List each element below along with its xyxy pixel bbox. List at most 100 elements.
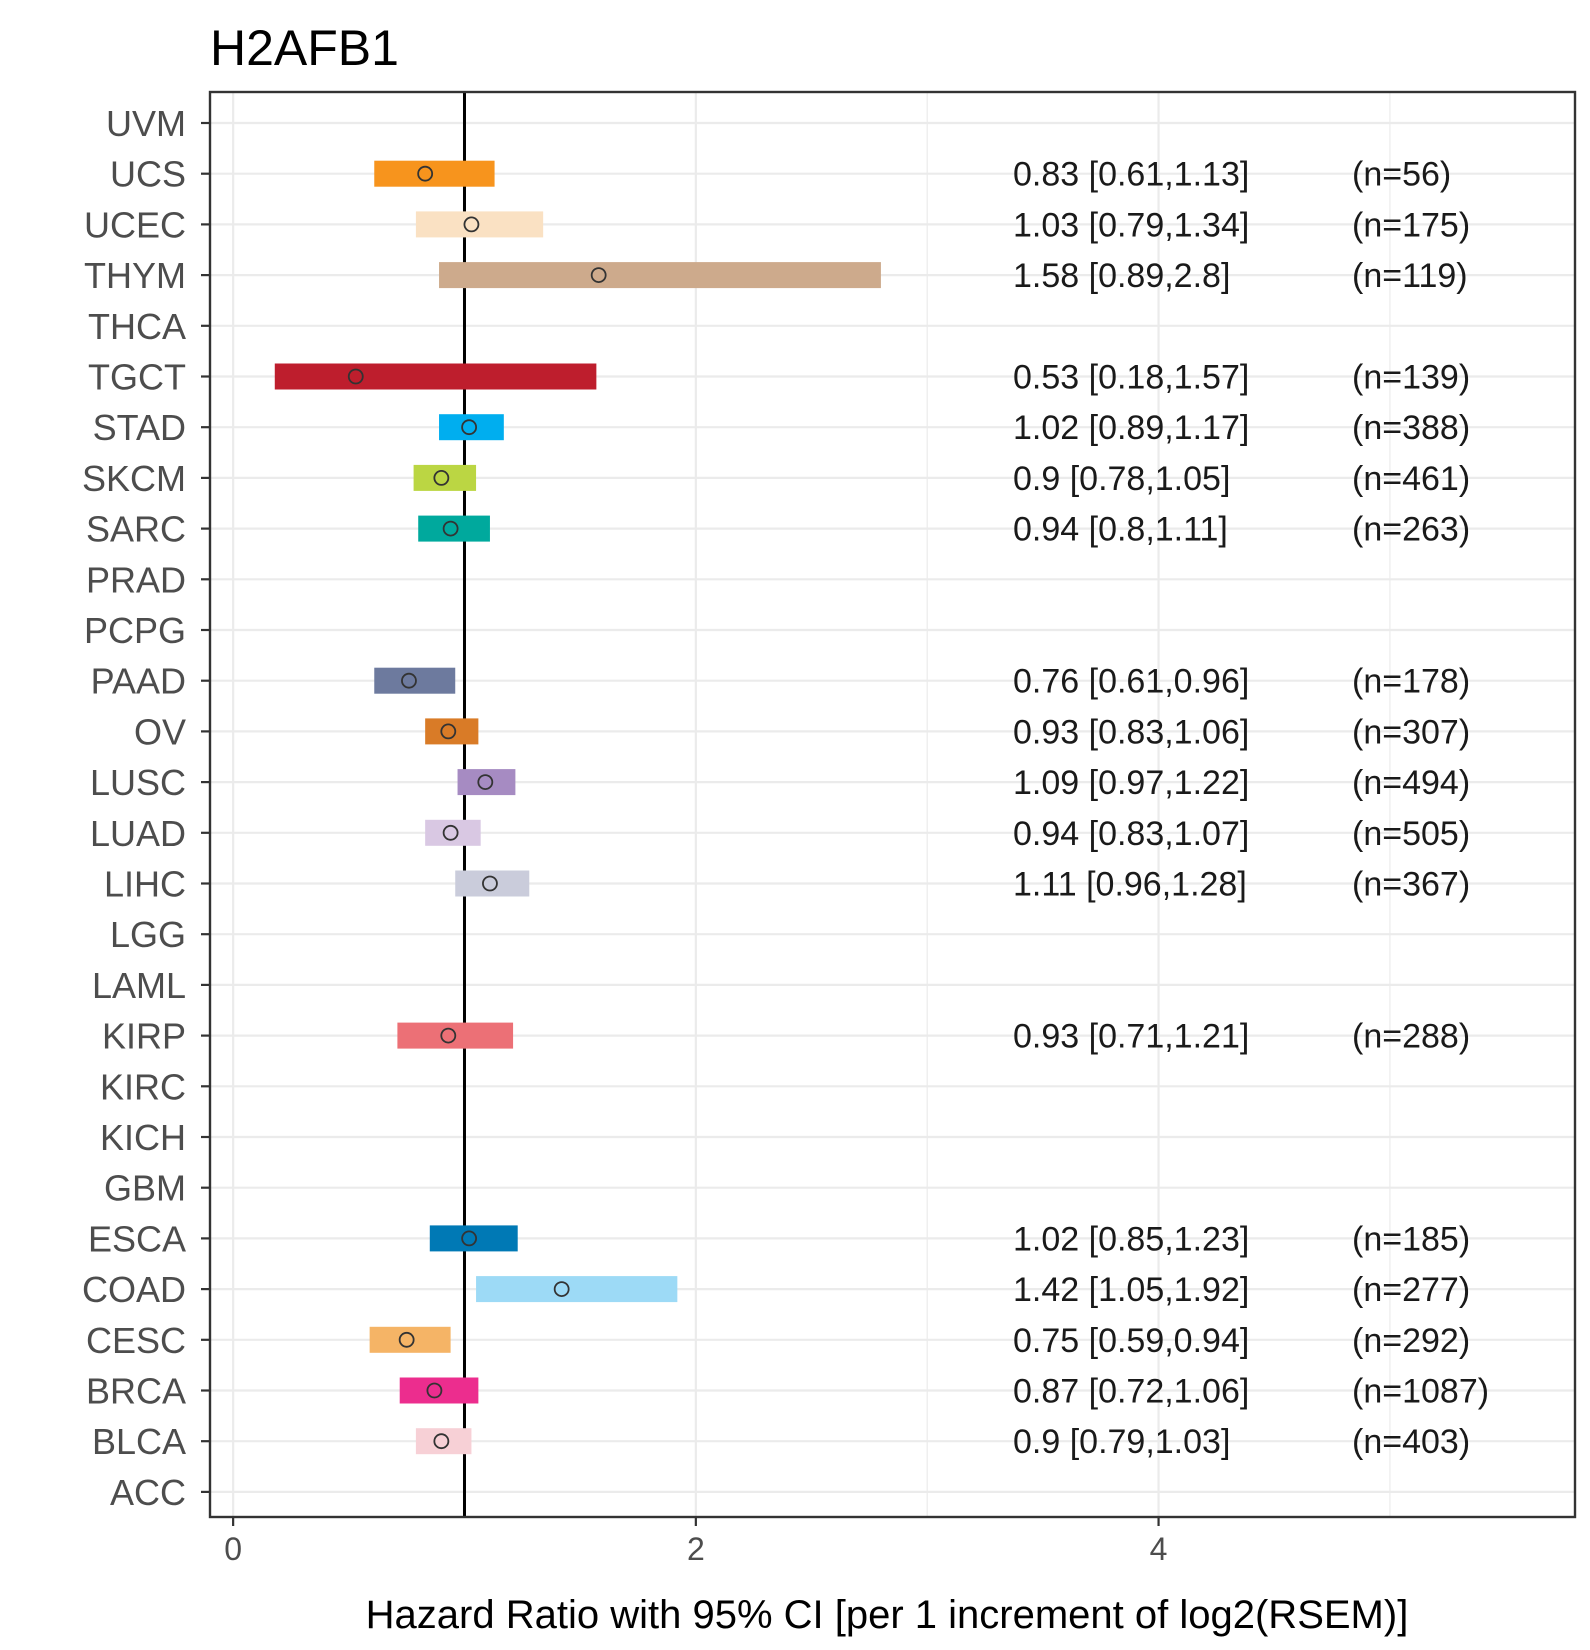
y-tick-label-stad: STAD [93,407,186,448]
y-tick-label-brca: BRCA [86,1371,186,1412]
y-tick-label-kirc: KIRC [100,1066,186,1107]
n-label-cesc: (n=292) [1352,1322,1470,1360]
ci-bar-cesc [369,1326,451,1353]
hr-ci-label-paad: 0.76 [0.61,0.96] [1013,663,1249,701]
ci-bar-paad [374,667,456,694]
axes: UVM UCS UCEC THYM THCA TGCT STAD SKCM SARC PRAD PC… [82,103,1167,1567]
hr-ci-label-ucec: 1.03 [0.79,1.34] [1013,206,1249,244]
n-label-kirp: (n=288) [1352,1018,1470,1056]
y-tick-label-skcm: SKCM [82,458,186,499]
hr-point-tgct [347,368,364,385]
hr-point-sarc [442,520,459,537]
n-label-skcm: (n=461) [1352,460,1470,498]
ci-bar-blca [415,1428,472,1455]
y-tick-label-uvm: UVM [106,103,186,144]
hr-ci-label-skcm: 0.9 [0.78,1.05] [1013,460,1230,498]
hr-point-coad [553,1281,570,1297]
hr-ci-label-ov: 0.93 [0.83,1.06] [1013,713,1249,751]
n-label-tgct: (n=139) [1352,359,1470,397]
hr-point-kirp [440,1027,457,1044]
panel-frame [208,90,1577,1519]
hr-point-luad [442,824,459,841]
n-label-sarc: (n=263) [1352,511,1470,549]
hr-point-skcm [433,469,450,486]
hr-ci-label-luad: 0.94 [0.83,1.07] [1013,815,1249,853]
hr-ci-label-esca: 1.02 [0.85,1.23] [1013,1220,1249,1258]
n-label-ucs: (n=56) [1352,156,1451,194]
hr-ci-label-thym: 1.58 [0.89,2.8] [1013,257,1230,295]
ci-bar-lihc [455,870,530,897]
n-label-blca: (n=403) [1352,1423,1470,1461]
n-label-esca: (n=185) [1352,1220,1470,1258]
ci-bar-ucs [374,160,495,187]
y-tick-label-sarc: SARC [86,509,186,550]
panel-border [208,90,1577,1519]
hr-ci-label-lusc: 1.09 [0.97,1.22] [1013,764,1249,802]
n-label-lusc: (n=494) [1352,764,1470,802]
hr-ci-label-lihc: 1.11 [0.96,1.28] [1013,866,1247,904]
hr-point-paad [401,672,417,689]
n-label-stad: (n=388) [1352,409,1470,447]
hr-point-cesc [398,1331,415,1348]
hr-point-blca [433,1433,450,1450]
y-tick-label-lihc: LIHC [104,864,186,905]
hr-point-brca [426,1382,443,1399]
ci-bar-stad [439,414,504,441]
hr-ci-label-kirp: 0.93 [0.71,1.21] [1013,1018,1249,1056]
n-label-ov: (n=307) [1352,713,1470,751]
hr-ci-label-stad: 1.02 [0.89,1.17] [1013,409,1249,447]
n-label-luad: (n=505) [1352,815,1470,853]
hr-ci-label-cesc: 0.75 [0.59,0.94] [1013,1322,1249,1360]
ci-bars [274,160,881,1455]
hr-ci-label-ucs: 0.83 [0.61,1.13] [1013,156,1249,194]
y-tick-label-lgg: LGG [110,914,186,955]
hr-ci-label-coad: 1.42 [1.05,1.92] [1013,1271,1249,1309]
y-tick-label-thym: THYM [84,255,186,296]
x-axis-label: Hazard Ratio with 95% CI [per 1 incremen… [366,1593,1409,1637]
ci-bar-lusc [457,769,516,796]
ci-bar-sarc [418,515,490,542]
y-tick-label-prad: PRAD [86,559,186,600]
n-label-lihc: (n=367) [1352,866,1470,904]
y-tick-label-ucec: UCEC [84,204,186,245]
y-tick-label-ucs: UCS [110,154,186,195]
y-tick-label-laml: LAML [92,965,186,1006]
y-tick-label-blca: BLCA [92,1421,186,1462]
ci-bar-ov [425,718,479,745]
n-label-ucec: (n=175) [1352,206,1470,244]
n-label-brca: (n=1087) [1352,1373,1489,1411]
ci-bar-thym [439,262,881,289]
y-tick-label-pcpg: PCPG [84,610,186,651]
hr-ci-label-sarc: 0.94 [0.8,1.11] [1013,511,1228,549]
hr-point-lusc [477,774,494,790]
y-tick-label-esca: ESCA [88,1218,186,1259]
hr-point-thym [590,267,607,284]
hr-point-esca [461,1230,478,1247]
chart-title: H2AFB1 [210,20,399,76]
y-tick-label-cesc: CESC [86,1320,186,1361]
n-label-paad: (n=178) [1352,663,1470,701]
hr-ci-label-blca: 0.9 [0.79,1.03] [1013,1423,1230,1461]
x-tick-label: 0 [224,1531,242,1567]
x-tick-label: 4 [1150,1531,1168,1567]
hr-point-ucec [463,216,480,233]
hr-point-ucs [417,165,434,182]
y-tick-label-paad: PAAD [91,661,186,702]
hr-ci-label-tgct: 0.53 [0.18,1.57] [1013,359,1249,397]
y-tick-label-gbm: GBM [104,1168,186,1209]
hr-points [347,165,607,1450]
ci-bar-esca [429,1225,518,1252]
y-tick-label-coad: COAD [82,1269,186,1310]
hr-point-lihc [482,875,498,892]
ci-bar-ucec [415,211,544,238]
y-tick-label-lusc: LUSC [90,762,186,803]
y-tick-label-thca: THCA [88,306,186,347]
x-tick-label: 2 [687,1531,705,1567]
ci-bar-coad [476,1276,678,1303]
ci-bar-brca [399,1377,479,1404]
y-tick-label-kirp: KIRP [102,1016,186,1057]
ci-bar-luad [425,819,481,846]
y-tick-label-tgct: TGCT [88,357,186,398]
